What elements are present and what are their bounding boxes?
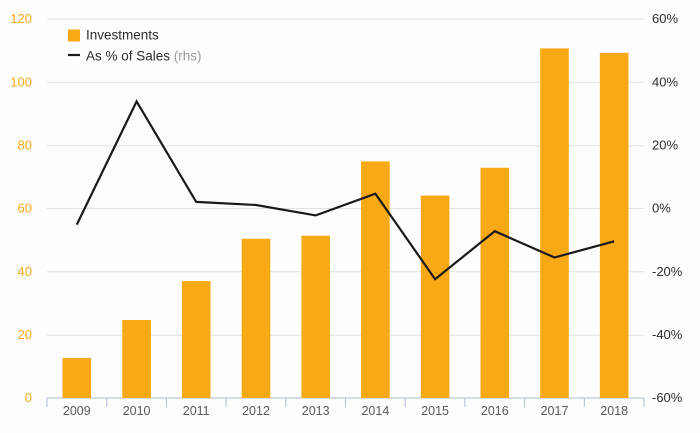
svg-text:Investments: Investments — [86, 28, 159, 43]
svg-text:20: 20 — [18, 327, 32, 342]
svg-text:2011: 2011 — [183, 404, 210, 418]
svg-text:2013: 2013 — [302, 404, 330, 418]
svg-text:40%: 40% — [652, 74, 678, 89]
svg-text:0: 0 — [25, 390, 32, 405]
svg-text:120: 120 — [10, 11, 32, 26]
svg-text:2014: 2014 — [361, 404, 389, 418]
svg-text:2016: 2016 — [481, 404, 509, 418]
svg-text:2012: 2012 — [242, 404, 270, 418]
svg-text:80: 80 — [18, 138, 32, 153]
svg-text:2009: 2009 — [63, 404, 91, 418]
svg-text:60: 60 — [18, 201, 32, 216]
svg-text:60%: 60% — [652, 11, 678, 26]
svg-text:40: 40 — [18, 264, 32, 279]
svg-text:-60%: -60% — [652, 390, 683, 405]
svg-text:100: 100 — [10, 74, 32, 89]
svg-text:-40%: -40% — [652, 327, 683, 342]
svg-text:2010: 2010 — [123, 404, 151, 418]
svg-text:20%: 20% — [652, 138, 678, 153]
svg-text:As % of Sales (rhs): As % of Sales (rhs) — [86, 49, 202, 64]
svg-text:2017: 2017 — [541, 404, 569, 418]
svg-text:2015: 2015 — [421, 404, 449, 418]
svg-text:-20%: -20% — [652, 264, 683, 279]
svg-text:2018: 2018 — [600, 404, 628, 418]
svg-text:0%: 0% — [652, 201, 671, 216]
